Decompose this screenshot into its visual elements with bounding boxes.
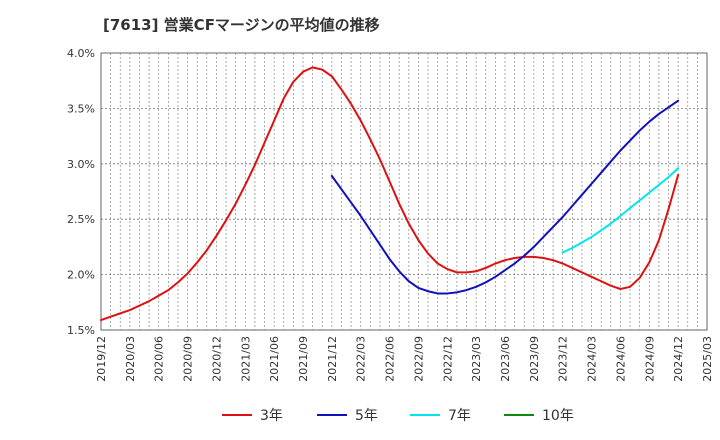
x-tick-label: 2022/03 <box>355 336 368 382</box>
x-tick-label: 2024/09 <box>643 336 656 382</box>
x-tick-label: 2021/06 <box>268 336 281 382</box>
x-tick-label: 2024/03 <box>586 336 599 382</box>
y-tick-label: 3.5% <box>67 102 95 115</box>
x-tick-label: 2024/06 <box>614 336 627 382</box>
x-tick-label: 2025/03 <box>701 336 714 382</box>
y-tick-label: 2.5% <box>67 213 95 226</box>
y-tick-label: 1.5% <box>67 324 95 337</box>
plot-area-frame <box>100 52 708 331</box>
legend-label-2: 5年 <box>355 408 378 424</box>
y-axis-labels: 1.5% 2.0% 2.5% 3.0% 3.5% 4.0% <box>67 47 95 337</box>
x-tick-label: 2019/12 <box>95 336 108 382</box>
legend: 3年 5年 7年 10年 <box>222 408 574 424</box>
x-tick-label: 2021/09 <box>297 336 310 382</box>
legend-label-3: 7年 <box>448 408 471 424</box>
x-tick-label: 2020/03 <box>124 336 137 382</box>
y-tick-label: 2.0% <box>67 269 95 282</box>
series-line-3 <box>561 167 680 254</box>
x-tick-label: 2020/09 <box>182 336 195 382</box>
x-axis-labels: 2019/12 2020/03 2020/06 2020/09 2020/12 2021/… <box>95 336 714 382</box>
x-tick-label: 2024/12 <box>672 336 685 382</box>
x-tick-label: 2022/09 <box>412 336 425 382</box>
chart-title: [7613] 営業CFマージンの平均値の推移 <box>103 16 380 34</box>
x-tick-label: 2020/06 <box>153 336 166 382</box>
x-tick-label: 2023/06 <box>499 336 512 382</box>
series-lines <box>100 66 680 322</box>
x-tick-label: 2022/06 <box>384 336 397 382</box>
series-line-2 <box>330 99 680 295</box>
y-tick-label: 4.0% <box>67 47 95 60</box>
legend-label-4: 10年 <box>542 408 574 424</box>
x-tick-label: 2021/12 <box>326 336 339 382</box>
x-tick-label: 2023/12 <box>557 336 570 382</box>
x-tick-label: 2020/12 <box>210 336 223 382</box>
x-tick-label: 2023/09 <box>528 336 541 382</box>
y-tick-label: 3.0% <box>67 158 95 171</box>
legend-label-1: 3年 <box>260 408 283 424</box>
series-line-1 <box>100 66 680 322</box>
x-tick-label: 2021/03 <box>239 336 252 382</box>
x-tick-label: 2022/12 <box>441 336 454 382</box>
x-tick-label: 2023/03 <box>470 336 483 382</box>
